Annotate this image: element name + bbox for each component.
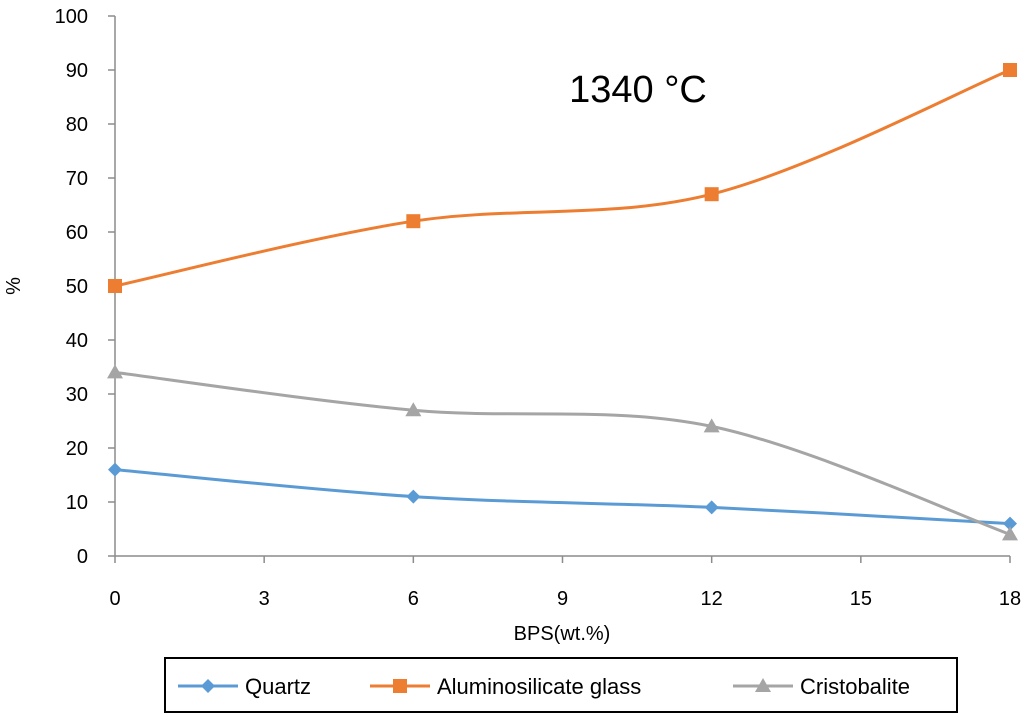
y-ticks: 0 10 20 30 40 50 60 70 80 90 100 [55,6,115,568]
x-tick-label: 15 [850,588,872,610]
data-point-aluminosilicate-glass [704,187,719,202]
x-tick-label: 3 [259,588,270,610]
legend: Quartz Aluminosilicate glass Cristobalite [164,657,958,713]
y-tick-label: 80 [66,114,88,136]
y-tick-label: 20 [66,438,88,460]
series-cristobalite [107,364,1018,541]
data-point-quartz [1003,516,1017,531]
y-tick-label: 0 [77,546,88,568]
series-aluminosilicate-glass [108,63,1017,293]
x-tick-label: 12 [701,588,723,610]
data-point-quartz [704,500,719,515]
y-tick-label: 60 [66,222,88,244]
x-ticks: 0 3 6 9 12 15 18 [109,556,1021,610]
x-tick-label: 6 [408,588,419,610]
temperature-annotation: 1340 °C [569,69,707,111]
series-line-quartz [114,468,1011,526]
data-point-aluminosilicate-glass [1003,63,1017,77]
y-tick-label: 70 [66,168,88,190]
y-tick-label: 40 [66,330,88,352]
x-tick-label: 18 [999,588,1021,610]
data-point-cristobalite [107,364,123,379]
data-point-cristobalite [405,402,422,417]
data-point-cristobalite [703,418,720,433]
data-point-cristobalite [1002,526,1018,541]
legend-marker-cristobalite [755,678,771,692]
series-line-cristobalite [114,370,1011,536]
x-axis-title: BPS(wt.%) [514,623,611,645]
legend-label-aluminosilicate-glass: Aluminosilicate glass [437,674,641,699]
series-layer [107,63,1018,541]
y-axis-title: % [3,277,25,295]
legend-label-cristobalite: Cristobalite [800,674,910,699]
y-tick-label: 50 [66,276,88,298]
legend-box [164,657,958,713]
data-point-aluminosilicate-glass [108,279,122,293]
x-tick-label: 9 [557,588,568,610]
series-line-aluminosilicate-glass [114,68,1011,288]
axes [114,16,1010,557]
data-point-quartz [108,462,122,477]
data-point-aluminosilicate-glass [406,214,421,229]
y-tick-label: 30 [66,384,88,406]
data-point-quartz [406,489,421,504]
y-tick-label: 10 [66,492,88,514]
series-quartz [108,462,1017,531]
x-tick-label: 0 [109,588,120,610]
legend-marker-aluminosilicate-glass [393,679,407,693]
legend-marker-quartz [201,679,215,693]
legend-label-quartz: Quartz [245,674,311,699]
y-tick-label: 90 [66,60,88,82]
y-tick-label: 100 [55,6,88,28]
